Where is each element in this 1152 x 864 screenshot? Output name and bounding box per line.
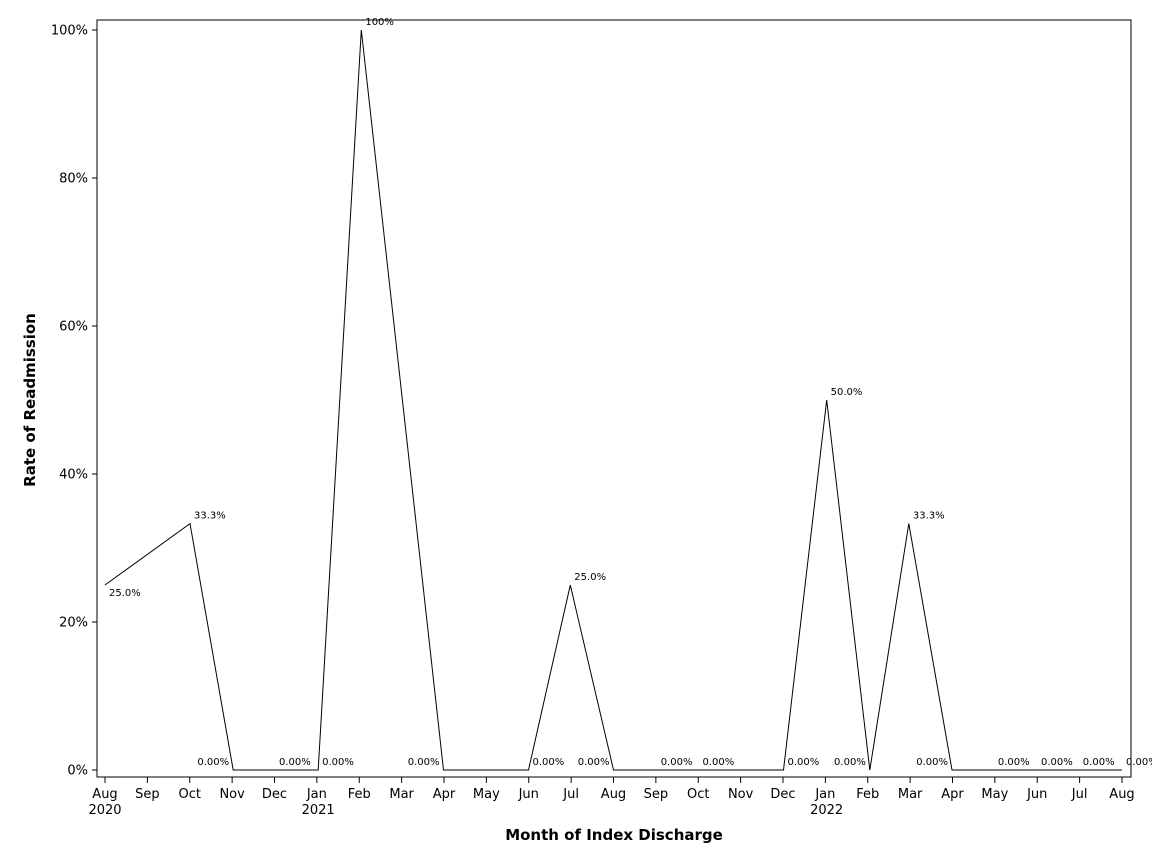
x-tick-label: Jun [518, 787, 539, 802]
x-tick-label: May [473, 787, 500, 802]
x-tick-label: Nov [728, 787, 754, 802]
x-year-label: 2020 [88, 803, 121, 818]
y-tick-label: 60% [59, 320, 88, 335]
y-tick-label: 0% [67, 764, 88, 779]
x-axis-title: Month of Index Discharge [505, 826, 723, 844]
data-label: 0.00% [408, 757, 440, 768]
x-tick-label: Nov [219, 787, 245, 802]
x-year-label: 2022 [810, 803, 843, 818]
plot-frame [96, 19, 1132, 778]
x-tick-label: Aug [1109, 787, 1134, 802]
data-label: 33.3% [194, 511, 226, 522]
x-tick-label: Feb [348, 787, 371, 802]
data-labels: 25.0% 33.3% 0.00% 0.00% 0.00% 100% 0.00% 0.00% 2… [109, 17, 1152, 768]
data-label: 0.00% [998, 757, 1030, 768]
x-tick-label: Mar [898, 787, 923, 802]
y-axis: 0% 20% 40% 60% 80% 100% [51, 24, 97, 779]
x-tick-label: Mar [389, 787, 414, 802]
data-label: 25.0% [574, 572, 606, 583]
x-tick-label: Jan [306, 787, 327, 802]
x-tick-label: Jan [814, 787, 835, 802]
series-line [104, 29, 1122, 771]
data-label: 0.00% [197, 757, 229, 768]
data-label: 0.00% [916, 757, 948, 768]
data-label: 0.00% [1083, 757, 1115, 768]
x-year-label: 2021 [302, 803, 335, 818]
x-tick-label: Dec [262, 787, 287, 802]
y-tick-label: 40% [59, 468, 88, 483]
data-label: 0.00% [578, 757, 610, 768]
x-tick-label: Apr [941, 787, 964, 802]
data-label: 0.00% [834, 757, 866, 768]
data-label: 0.00% [661, 757, 693, 768]
y-axis-title: Rate of Readmission [21, 313, 39, 487]
x-axis: Aug Sep Oct Nov Dec Jan Feb Mar Apr May Jun Jul Aug S… [88, 777, 1135, 818]
data-label: 0.00% [533, 757, 565, 768]
x-tick-label: Dec [770, 787, 795, 802]
y-tick-label: 80% [59, 172, 88, 187]
data-label: 0.00% [1126, 757, 1152, 768]
data-label: 0.00% [787, 757, 819, 768]
x-tick-label: Oct [179, 787, 201, 802]
data-label: 33.3% [913, 511, 945, 522]
x-tick-label: Sep [135, 787, 160, 802]
x-tick-label: Apr [433, 787, 456, 802]
x-tick-label: Feb [856, 787, 879, 802]
x-tick-label: Jul [1071, 787, 1088, 802]
y-tick-label: 100% [51, 24, 88, 39]
x-tick-label: May [981, 787, 1008, 802]
data-label: 0.00% [702, 757, 734, 768]
data-label: 0.00% [279, 757, 311, 768]
x-tick-label: Oct [687, 787, 709, 802]
data-label: 25.0% [109, 588, 141, 599]
data-label: 0.00% [1041, 757, 1073, 768]
data-label: 100% [365, 17, 394, 28]
x-tick-label: Jun [1026, 787, 1047, 802]
y-tick-label: 20% [59, 616, 88, 631]
data-label: 50.0% [831, 387, 863, 398]
x-tick-label: Aug [601, 787, 626, 802]
data-label: 0.00% [322, 757, 354, 768]
x-tick-label: Jul [562, 787, 579, 802]
x-tick-label: Aug [92, 787, 117, 802]
x-tick-label: Sep [644, 787, 669, 802]
